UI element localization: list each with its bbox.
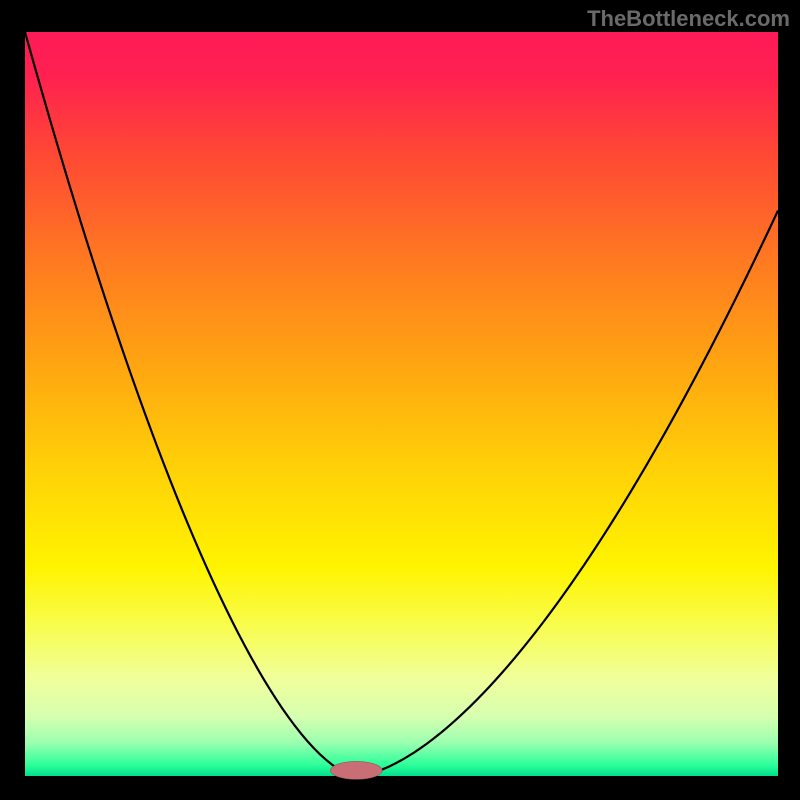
plot-area — [25, 32, 778, 776]
optimal-point-marker — [330, 761, 382, 779]
chart-container: TheBottleneck.com — [0, 0, 800, 800]
bottleneck-chart-svg — [0, 0, 800, 800]
